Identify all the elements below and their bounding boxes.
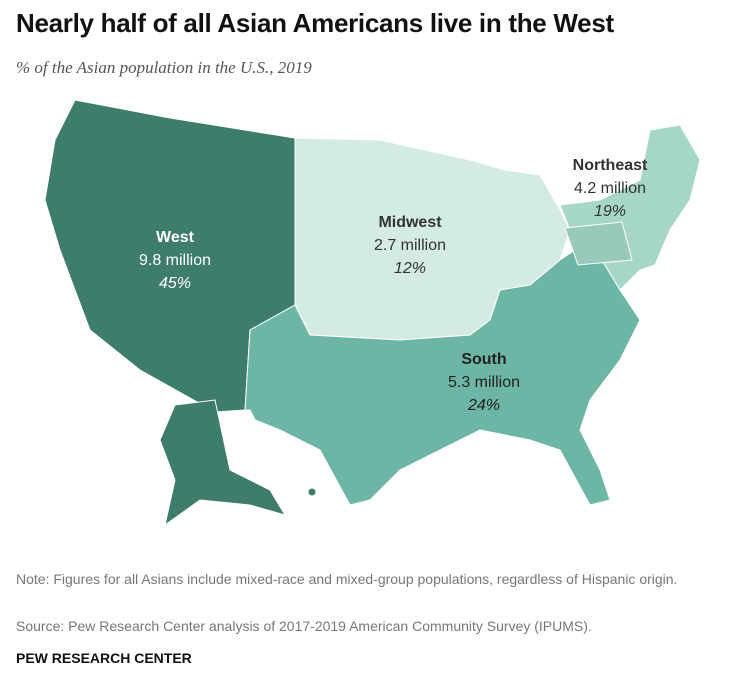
subtitle: % of the Asian population in the U.S., 2… — [16, 58, 312, 77]
region-share: 45% — [159, 275, 191, 292]
region-population: 4.2 million — [574, 180, 646, 197]
pennsylvania — [564, 221, 633, 266]
region-share: 19% — [594, 203, 626, 220]
region-share: 24% — [467, 397, 500, 414]
alaska — [159, 399, 287, 527]
region-name: Midwest — [378, 214, 442, 231]
south-region — [244, 239, 641, 506]
region-population: 9.8 million — [139, 252, 211, 269]
region-population: 2.7 million — [374, 237, 446, 254]
northeast-region — [559, 124, 701, 291]
brand: PEW RESEARCH CENTER — [16, 650, 192, 666]
region-name: South — [461, 351, 506, 368]
source: Source: Pew Research Center analysis of … — [16, 618, 592, 634]
region-share: 12% — [394, 260, 426, 277]
region-name: Northeast — [573, 157, 648, 174]
region-population: 5.3 million — [448, 374, 520, 391]
hawaii — [307, 487, 317, 497]
note: Note: Figures for all Asians include mix… — [16, 571, 678, 587]
title: Nearly half of all Asian Americans live … — [16, 8, 614, 38]
region-name: West — [156, 229, 195, 246]
map: West 9.8 million 45% Midwest 2.7 million… — [44, 99, 701, 527]
